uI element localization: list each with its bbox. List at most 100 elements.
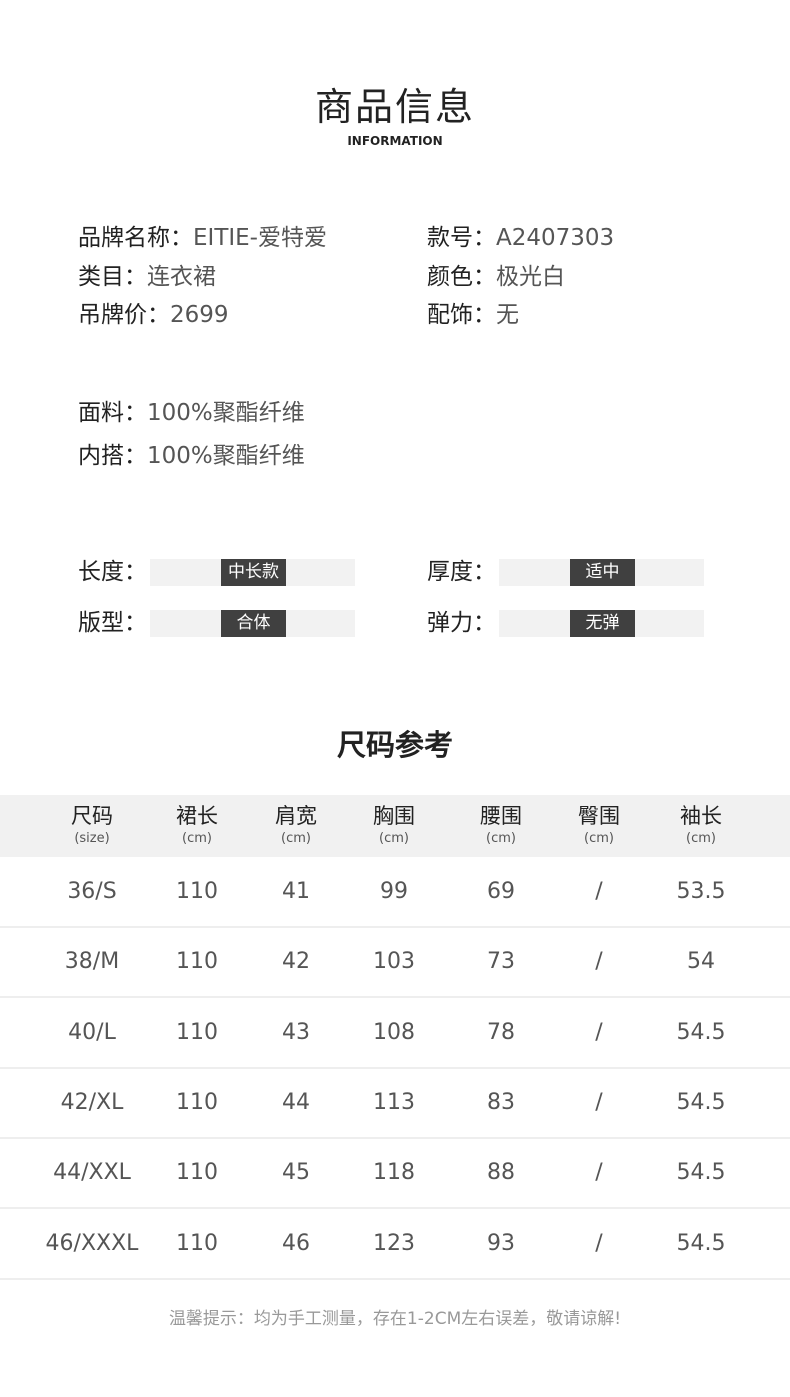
table-cell: / [595, 1160, 603, 1186]
column-header: 胸围 [373, 804, 415, 828]
table-cell: 46 [282, 1230, 310, 1256]
info-key: 类目： [78, 264, 147, 290]
attribute-bar: 中长款 [150, 559, 355, 586]
table-cell: 54.5 [676, 1089, 726, 1115]
info-item: 类目：连衣裙 [78, 262, 216, 292]
column-unit: (cm) [281, 831, 311, 846]
table-row: 40/L 110 43 108 78 / 54.5 [0, 999, 790, 1069]
column-header: 肩宽 [275, 804, 317, 828]
table-cell: 110 [176, 879, 218, 904]
table-cell: 93 [487, 1230, 515, 1256]
table-cell: 73 [487, 949, 515, 975]
info-key: 吊牌价： [78, 302, 170, 328]
attribute-value-chip: 合体 [221, 610, 286, 637]
table-cell: 44/XXL [53, 1160, 131, 1186]
size-section-title: 尺码参考 [336, 728, 453, 762]
table-cell: 123 [373, 1230, 415, 1256]
table-cell: 78 [487, 1019, 515, 1045]
table-cell: 40/L [68, 1019, 116, 1045]
attribute-label: 版型： [78, 610, 147, 636]
table-cell: 36/S [67, 879, 117, 904]
info-key: 款号： [427, 225, 496, 251]
table-row: 46/XXXL 110 46 123 93 / 54.5 [0, 1210, 790, 1280]
table-cell: 54.5 [676, 1230, 726, 1256]
table-cell: 110 [176, 949, 218, 975]
table-cell: 54.5 [676, 1019, 726, 1045]
attribute-bar: 无弹 [499, 610, 704, 637]
column-unit: (cm) [584, 831, 614, 846]
table-cell: / [595, 879, 603, 904]
column-header: 裙长 [176, 804, 218, 828]
info-item: 配饰：无 [427, 300, 519, 330]
table-cell: 103 [373, 949, 415, 975]
table-cell: 99 [380, 879, 408, 904]
table-cell: / [595, 1230, 603, 1256]
table-cell: / [595, 1019, 603, 1045]
table-cell: 43 [282, 1019, 310, 1045]
page-title: 商品信息 [314, 85, 475, 129]
table-row: 44/XXL 110 45 118 88 / 54.5 [0, 1139, 790, 1210]
fabric-key: 面料： [78, 400, 147, 426]
info-value: 极光白 [496, 264, 565, 290]
column-header: 臀围 [578, 804, 620, 828]
fabric-key: 内搭： [78, 443, 147, 469]
fabric-value: 100%聚酯纤维 [147, 443, 305, 469]
table-cell: 46/XXXL [45, 1230, 139, 1256]
attribute-bar: 合体 [150, 610, 355, 637]
attribute-value-chip: 中长款 [221, 559, 286, 586]
table-row: 38/M 110 42 103 73 / 54 [0, 928, 790, 999]
column-unit: (cm) [686, 831, 716, 846]
info-item: 款号：A2407303 [427, 223, 614, 253]
page-subtitle: INFORMATION [347, 134, 443, 148]
table-cell: 45 [282, 1160, 310, 1186]
info-item: 品牌名称：EITIE-爱特爱 [78, 223, 327, 253]
fabric-item: 面料：100%聚酯纤维 [78, 398, 305, 428]
footer-note: 温馨提示：均为手工测量，存在1-2CM左右误差，敬请谅解! [168, 1309, 622, 1329]
fabric-item: 内搭：100%聚酯纤维 [78, 441, 305, 471]
table-cell: 113 [373, 1089, 415, 1115]
column-unit: (cm) [486, 831, 516, 846]
table-cell: 53.5 [676, 879, 726, 904]
table-cell: 110 [176, 1230, 218, 1256]
info-key: 品牌名称： [78, 225, 193, 251]
column-unit: (cm) [182, 831, 212, 846]
column-header: 袖长 [680, 804, 722, 828]
table-cell: 110 [176, 1089, 218, 1115]
attribute-label: 长度： [78, 559, 147, 585]
column-unit: (cm) [379, 831, 409, 846]
column-header: 尺码 [71, 804, 113, 828]
info-value: 2699 [170, 302, 229, 328]
table-cell: 110 [176, 1160, 218, 1186]
table-row: 42/XL 110 44 113 83 / 54.5 [0, 1069, 790, 1139]
table-cell: 69 [487, 879, 515, 904]
info-value: EITIE-爱特爱 [193, 225, 327, 251]
table-cell: 42 [282, 949, 310, 975]
table-cell: 38/M [64, 949, 120, 975]
table-cell: 42/XL [60, 1089, 124, 1115]
attribute-value-chip: 适中 [570, 559, 635, 586]
info-item: 吊牌价：2699 [78, 300, 229, 330]
info-key: 颜色： [427, 264, 496, 290]
table-cell: / [595, 1089, 603, 1115]
fabric-value: 100%聚酯纤维 [147, 400, 305, 426]
table-cell: 44 [282, 1089, 310, 1115]
table-cell: 110 [176, 1019, 218, 1045]
info-value: 无 [496, 302, 519, 328]
attribute-label: 厚度： [427, 559, 496, 585]
info-value: A2407303 [496, 225, 615, 251]
info-item: 颜色：极光白 [427, 262, 565, 292]
table-cell: 83 [487, 1089, 515, 1115]
size-table-header: 尺码 (size) 裙长 (cm) 肩宽 (cm) 胸围 (cm) 腰围 (cm) 臀围 (cm) 袖长… [0, 795, 790, 857]
table-cell: 108 [373, 1019, 415, 1045]
attribute-label: 弹力： [427, 610, 496, 636]
column-header: 腰围 [480, 804, 522, 828]
attribute-bar: 适中 [499, 559, 704, 586]
info-value: 连衣裙 [147, 264, 216, 290]
column-unit: (size) [74, 831, 110, 846]
table-cell: 118 [373, 1160, 415, 1186]
table-cell: / [595, 949, 603, 975]
info-key: 配饰： [427, 302, 496, 328]
attribute-value-chip: 无弹 [570, 610, 635, 637]
table-cell: 54 [687, 949, 715, 975]
table-cell: 88 [487, 1160, 515, 1186]
